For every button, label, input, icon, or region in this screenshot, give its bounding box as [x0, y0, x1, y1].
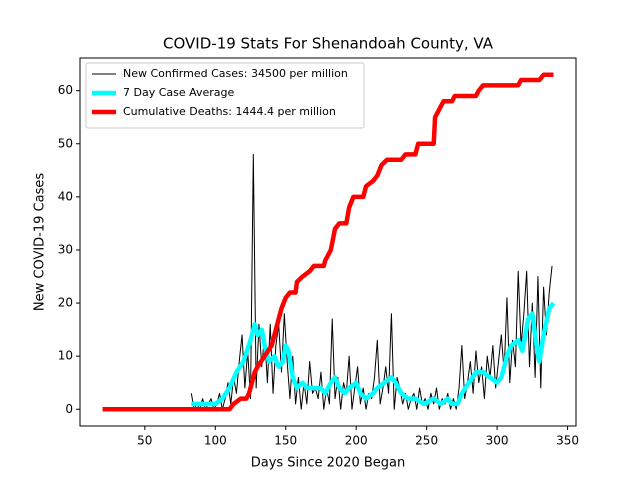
- x-tick-label: 300: [486, 434, 509, 448]
- x-tick-label: 100: [204, 434, 227, 448]
- y-tick-label: 20: [58, 296, 73, 310]
- x-tick-label: 150: [274, 434, 297, 448]
- y-tick-label: 0: [65, 402, 73, 416]
- series-line: [102, 72, 554, 412]
- y-axis-label: New COVID-19 Cases: [33, 173, 48, 311]
- y-tick-label: 30: [58, 242, 73, 256]
- legend-box: [85, 62, 365, 129]
- axes-frame: [79, 57, 577, 427]
- y-tick-label: 10: [58, 349, 73, 363]
- y-tick-label: 40: [58, 189, 73, 203]
- y-tick-label: 60: [58, 83, 73, 97]
- x-tick-label: 200: [345, 434, 368, 448]
- x-axis-label: Days Since 2020 Began: [251, 456, 406, 471]
- chart-title: COVID-19 Stats For Shenandoah County, VA: [163, 35, 494, 53]
- legend-label: 7 Day Case Average: [123, 86, 235, 99]
- series-line: [190, 153, 553, 410]
- x-tick-label: 250: [415, 434, 438, 448]
- x-tick-label: 350: [556, 434, 579, 448]
- y-tick-label: 50: [58, 136, 73, 150]
- x-tick-label: 50: [137, 434, 152, 448]
- legend-label: New Confirmed Cases: 34500 per million: [123, 67, 348, 80]
- legend-label: Cumulative Deaths: 1444.4 per million: [123, 105, 336, 118]
